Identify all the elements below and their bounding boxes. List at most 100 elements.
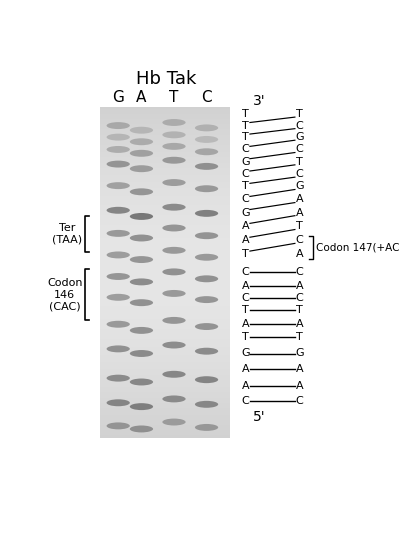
Bar	[100, 355, 230, 357]
Bar	[100, 122, 230, 123]
Ellipse shape	[162, 157, 186, 164]
Bar	[100, 433, 230, 435]
Bar	[100, 405, 230, 407]
Bar	[100, 226, 230, 228]
Ellipse shape	[130, 299, 153, 306]
Bar	[100, 349, 230, 351]
Bar	[100, 163, 230, 165]
Bar	[100, 134, 230, 135]
Bar	[100, 246, 230, 248]
Bar	[100, 364, 230, 365]
Bar	[100, 253, 230, 254]
Bar	[100, 187, 230, 188]
Bar	[100, 294, 230, 296]
Bar	[100, 142, 230, 144]
Ellipse shape	[130, 150, 153, 157]
Text: Codon
146
(CAC): Codon 146 (CAC)	[47, 278, 82, 311]
Text: G: G	[295, 132, 304, 142]
Bar	[100, 120, 230, 122]
Bar	[100, 289, 230, 291]
Bar	[100, 284, 230, 286]
Bar	[100, 167, 230, 168]
Bar	[100, 378, 230, 380]
Bar	[100, 144, 230, 145]
Bar	[100, 135, 230, 137]
Ellipse shape	[195, 376, 218, 383]
Bar	[100, 153, 230, 155]
Bar	[100, 327, 230, 329]
Bar	[100, 304, 230, 306]
Ellipse shape	[106, 146, 130, 153]
Bar	[100, 385, 230, 387]
Bar	[100, 344, 230, 346]
Text: C: C	[296, 145, 304, 155]
Bar	[100, 223, 230, 224]
Bar	[100, 301, 230, 302]
Bar	[100, 263, 230, 264]
Bar	[100, 271, 230, 272]
Bar	[100, 115, 230, 117]
Text: 5': 5'	[253, 410, 266, 424]
Bar	[100, 127, 230, 129]
Bar	[100, 158, 230, 160]
Ellipse shape	[106, 346, 130, 352]
Bar	[100, 173, 230, 175]
Bar	[100, 372, 230, 373]
Ellipse shape	[130, 188, 153, 195]
Bar	[100, 329, 230, 330]
Bar	[100, 132, 230, 134]
Ellipse shape	[106, 399, 130, 406]
Ellipse shape	[130, 327, 153, 334]
Ellipse shape	[106, 273, 130, 280]
Bar	[100, 408, 230, 410]
Bar	[100, 147, 230, 149]
Ellipse shape	[106, 230, 130, 237]
Ellipse shape	[162, 419, 186, 425]
Bar	[100, 175, 230, 176]
Bar	[100, 130, 230, 132]
Bar	[100, 192, 230, 193]
Text: T: T	[242, 109, 249, 119]
Ellipse shape	[130, 127, 153, 134]
Ellipse shape	[130, 278, 153, 286]
Text: C: C	[242, 194, 249, 205]
Bar	[100, 224, 230, 226]
Text: T: T	[296, 222, 303, 232]
Ellipse shape	[106, 294, 130, 301]
Ellipse shape	[195, 254, 218, 260]
Bar	[100, 293, 230, 294]
Bar	[100, 211, 230, 213]
Bar	[100, 238, 230, 240]
Bar	[100, 347, 230, 349]
Bar	[100, 118, 230, 120]
Bar	[100, 165, 230, 167]
Bar	[100, 245, 230, 246]
Bar	[100, 236, 230, 238]
Ellipse shape	[130, 213, 153, 220]
Ellipse shape	[195, 424, 218, 431]
Bar	[100, 185, 230, 187]
Text: T: T	[296, 109, 303, 119]
Text: G: G	[241, 157, 250, 167]
Bar	[100, 431, 230, 433]
Text: T: T	[296, 305, 303, 316]
Text: G: G	[295, 181, 304, 192]
Ellipse shape	[162, 224, 186, 232]
Bar	[100, 342, 230, 344]
Bar	[100, 250, 230, 251]
Bar	[100, 157, 230, 158]
Bar	[100, 299, 230, 301]
Bar	[100, 357, 230, 359]
Ellipse shape	[162, 371, 186, 378]
Bar	[100, 334, 230, 336]
Bar	[100, 240, 230, 241]
Bar	[100, 261, 230, 263]
Bar	[100, 183, 230, 185]
Text: A: A	[242, 281, 249, 290]
Text: A: A	[296, 364, 303, 374]
Bar	[100, 330, 230, 333]
Text: T: T	[242, 132, 249, 142]
Bar	[100, 137, 230, 139]
Ellipse shape	[106, 252, 130, 258]
Bar	[100, 208, 230, 210]
